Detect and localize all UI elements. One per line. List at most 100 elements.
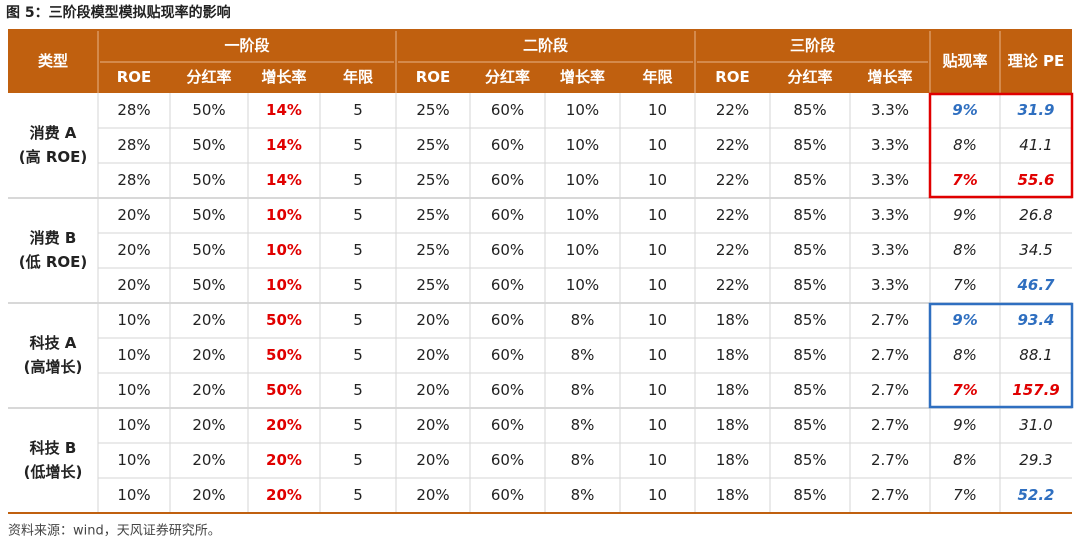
highlight-box <box>928 92 1074 199</box>
cell: 2.7% <box>871 416 909 434</box>
cell: 10% <box>566 206 599 224</box>
cell: 2.7% <box>871 381 909 399</box>
cell: 20% <box>266 451 302 469</box>
header-cell: 二阶段 <box>523 37 568 55</box>
cell: 22% <box>716 276 749 294</box>
cell: 10% <box>266 276 302 294</box>
cell: 60% <box>491 416 524 434</box>
cell: 10 <box>648 101 667 119</box>
cell: 8% <box>571 346 595 364</box>
cell: 60% <box>491 136 524 154</box>
cell: 10% <box>117 451 150 469</box>
cell: 20% <box>192 346 225 364</box>
cell: 50% <box>192 241 225 259</box>
cell: 20% <box>266 486 302 504</box>
cell: 3.3% <box>871 171 909 189</box>
cell: 60% <box>491 171 524 189</box>
figure-title: 图 5：三阶段模型模拟贴现率的影响 <box>6 4 231 21</box>
cell: 8% <box>953 136 977 154</box>
cell: 20% <box>416 346 449 364</box>
cell: 60% <box>491 451 524 469</box>
header-cell: 分红率 <box>186 68 231 86</box>
header-cell: 增长率 <box>867 68 912 86</box>
cell: 60% <box>491 206 524 224</box>
cell: 10% <box>566 276 599 294</box>
cell: 52.2 <box>1017 486 1054 504</box>
cell: 93.4 <box>1017 311 1054 329</box>
cell: 50% <box>192 136 225 154</box>
cell: 22% <box>716 136 749 154</box>
header-cell: 分红率 <box>485 68 530 86</box>
cell: 88.1 <box>1019 346 1052 364</box>
cell: 5 <box>353 381 363 399</box>
cell: 10% <box>117 311 150 329</box>
cell: 7% <box>952 381 977 399</box>
cell: 85% <box>793 101 826 119</box>
cell: 20% <box>117 206 150 224</box>
cell: 60% <box>491 381 524 399</box>
cell: 10 <box>648 381 667 399</box>
cell: 85% <box>793 451 826 469</box>
cell: 7% <box>952 171 977 189</box>
cell: 28% <box>117 171 150 189</box>
cell: 25% <box>416 276 449 294</box>
cell: 5 <box>353 206 363 224</box>
cell: 20% <box>192 416 225 434</box>
cell: 29.3 <box>1019 451 1052 469</box>
cell: 157.9 <box>1012 381 1059 399</box>
cell: 10 <box>648 416 667 434</box>
row-type: 科技 A <box>30 334 77 352</box>
cell: 50% <box>266 381 302 399</box>
header-cell: ROE <box>416 68 451 86</box>
cell: 14% <box>266 136 302 154</box>
highlight-box <box>928 302 1074 409</box>
cell: 85% <box>793 206 826 224</box>
cell: 20% <box>416 381 449 399</box>
cell: 26.8 <box>1019 206 1052 224</box>
cell: 60% <box>491 276 524 294</box>
cell: 85% <box>793 381 826 399</box>
cell: 85% <box>793 241 826 259</box>
header-cell: 三阶段 <box>790 37 835 55</box>
cell: 85% <box>793 486 826 504</box>
cell: 85% <box>793 136 826 154</box>
cell: 2.7% <box>871 486 909 504</box>
cell: 3.3% <box>871 241 909 259</box>
cell: 34.5 <box>1019 241 1052 259</box>
cell: 5 <box>353 171 363 189</box>
cell: 10% <box>266 241 302 259</box>
cell: 20% <box>416 486 449 504</box>
cell: 5 <box>353 346 363 364</box>
cell: 50% <box>192 206 225 224</box>
cell: 3.3% <box>871 101 909 119</box>
cell: 22% <box>716 206 749 224</box>
cell: 18% <box>716 486 749 504</box>
cell: 14% <box>266 101 302 119</box>
cell: 10 <box>648 311 667 329</box>
row-type: 消费 A <box>30 124 77 142</box>
header-cell: 一阶段 <box>224 37 269 55</box>
cell: 85% <box>793 346 826 364</box>
cell: 50% <box>192 101 225 119</box>
row-type: (低增长) <box>24 463 83 481</box>
cell: 2.7% <box>871 311 909 329</box>
cell: 8% <box>571 416 595 434</box>
cell: 9% <box>952 311 977 329</box>
cell: 55.6 <box>1017 171 1054 189</box>
cell: 2.7% <box>871 346 909 364</box>
cell: 31.0 <box>1019 416 1052 434</box>
header-cell: 理论 PE <box>1008 52 1064 70</box>
cell: 41.1 <box>1019 136 1052 154</box>
cell: 3.3% <box>871 206 909 224</box>
cell: 10% <box>566 241 599 259</box>
header-cell: 分红率 <box>787 68 832 86</box>
cell: 5 <box>353 276 363 294</box>
cell: 7% <box>953 276 977 294</box>
cell: 10% <box>566 136 599 154</box>
cell: 3.3% <box>871 276 909 294</box>
cell: 25% <box>416 241 449 259</box>
cell: 85% <box>793 276 826 294</box>
cell: 20% <box>117 276 150 294</box>
